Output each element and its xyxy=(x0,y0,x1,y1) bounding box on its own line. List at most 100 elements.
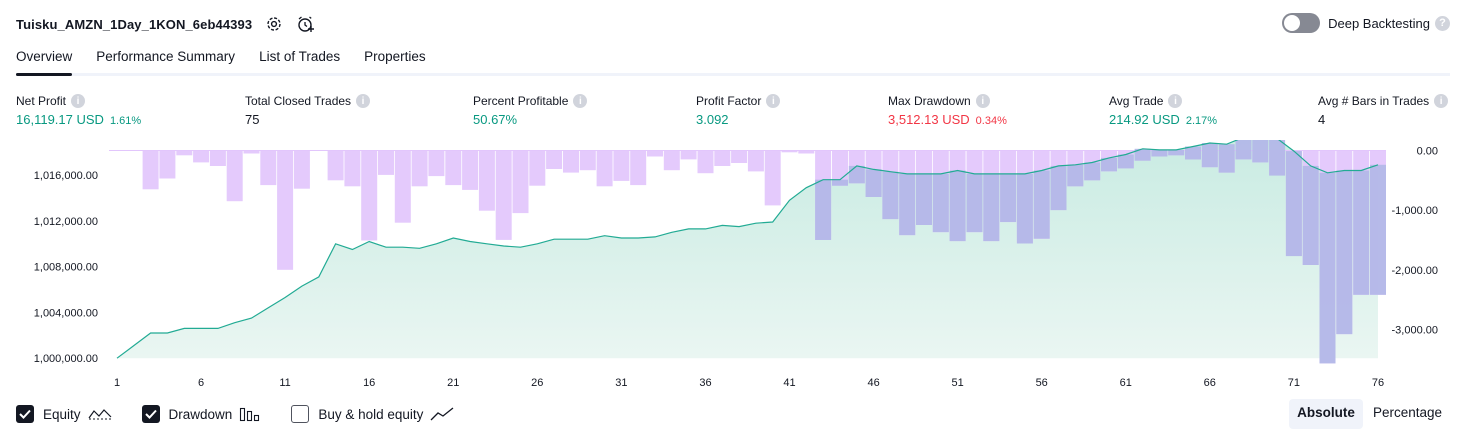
equity-checkbox[interactable] xyxy=(16,405,34,423)
drawdown-checkbox[interactable] xyxy=(141,405,160,423)
stat-label: Max Drawdown xyxy=(888,94,971,108)
drawdown-bar-overlap xyxy=(1319,172,1336,364)
info-icon[interactable]: i xyxy=(1168,94,1183,108)
drawdown-bar-overlap xyxy=(1151,149,1168,157)
equity-label: Equity xyxy=(43,406,81,422)
drawdown-bar-overlap xyxy=(1201,143,1218,168)
drawdown-bar xyxy=(563,150,579,173)
info-icon[interactable]: i xyxy=(356,94,371,108)
stat-total-closed-trades: Total Closed Trades i 75 xyxy=(245,94,371,127)
drawdown-bar xyxy=(226,150,243,202)
x-axis-tick-label: 11 xyxy=(279,377,290,389)
deep-backtesting-toggle[interactable] xyxy=(1282,13,1321,33)
right-axis-tick-label: -1,000.00 xyxy=(1392,205,1438,217)
x-axis-tick-label: 46 xyxy=(867,377,879,389)
legend-buy-hold[interactable]: Buy & hold equity xyxy=(291,405,454,423)
strategy-name: Tuisku_AMZN_1Day_1KON_6eb44393 xyxy=(16,16,253,32)
drawdown-bar xyxy=(293,150,310,189)
legend-equity[interactable]: Equity xyxy=(16,405,112,423)
x-axis-tick-label: 21 xyxy=(447,377,459,389)
info-icon[interactable]: i xyxy=(975,94,990,108)
x-axis-tick-label: 36 xyxy=(699,377,711,389)
right-axis-tick-label: -2,000.00 xyxy=(1392,265,1438,277)
drawdown-bar xyxy=(596,150,613,187)
checkmark-icon xyxy=(19,409,31,419)
drawdown-bar-overlap xyxy=(1168,149,1185,156)
x-axis-tick-label: 71 xyxy=(1288,377,1300,389)
gear-glyph xyxy=(267,17,281,31)
legend-drawdown[interactable]: Drawdown xyxy=(141,405,262,423)
right-axis-tick-label: -3,000.00 xyxy=(1392,324,1438,336)
stat-percent-profitable: Percent Profitable i 50.67% xyxy=(473,94,588,127)
drawdown-bar xyxy=(378,150,394,175)
tab-performance-summary[interactable]: Performance Summary xyxy=(96,49,236,64)
x-axis-tick-label: 16 xyxy=(363,377,375,389)
value-mode-switch: Absolute Percentage xyxy=(1287,399,1450,429)
drawdown-bar-overlap xyxy=(1235,140,1252,160)
drawdown-bar xyxy=(209,150,226,166)
x-axis-tick-label: 6 xyxy=(198,377,204,389)
drawdown-bar-overlap xyxy=(815,179,832,240)
absolute-button[interactable]: Absolute xyxy=(1289,399,1363,429)
info-icon[interactable]: i xyxy=(573,94,588,108)
drawdown-bar-overlap xyxy=(949,170,966,242)
drawdown-bar xyxy=(478,150,495,211)
stat-value: 75 xyxy=(245,112,260,127)
drawdown-bar xyxy=(260,150,277,186)
stat-value: 3,512.13 USD xyxy=(888,112,970,127)
stat-value: 50.67% xyxy=(473,112,518,127)
drawdown-bar xyxy=(680,150,697,160)
equity-drawdown-chart[interactable]: 1,000,000.00 1,004,000.00 1,008,000.00 1,01… xyxy=(0,140,1466,395)
drawdown-bar xyxy=(512,150,529,214)
drawdown-bar xyxy=(613,150,630,181)
buy-hold-checkbox[interactable] xyxy=(291,405,310,423)
stat-max-drawdown: Max Drawdown i 3,512.13 USD 0.34% xyxy=(888,94,1007,127)
drawdown-bar xyxy=(327,150,344,181)
toggle-knob xyxy=(1284,15,1301,31)
add-alert-icon[interactable] xyxy=(296,14,316,34)
percentage-button[interactable]: Percentage xyxy=(1372,405,1442,420)
tab-overview[interactable]: Overview xyxy=(16,44,73,76)
stat-label: Percent Profitable xyxy=(473,94,569,108)
x-axis-tick-label: 41 xyxy=(783,377,795,389)
drawdown-bar xyxy=(159,150,176,179)
drawdown-bar-overlap xyxy=(1000,173,1017,222)
info-icon[interactable]: i xyxy=(766,94,781,108)
stat-avg-trade: Avg Trade i 214.92 USD 2.17% xyxy=(1109,94,1217,127)
drawdown-bar xyxy=(495,150,512,240)
info-icon[interactable]: i xyxy=(71,94,86,108)
drawdown-bar xyxy=(428,150,445,177)
left-axis-tick-label: 1,016,000.00 xyxy=(34,170,98,182)
drawdown-bar-overlap xyxy=(966,173,983,233)
drawdown-bar xyxy=(394,150,411,223)
drawdown-bar xyxy=(546,150,563,169)
drawdown-bar-overlap xyxy=(932,173,949,233)
settings-icon[interactable] xyxy=(264,14,284,34)
drawdown-bar-overlap xyxy=(1218,144,1235,173)
drawdown-bar-overlap xyxy=(865,169,882,197)
x-axis-tick-label: 1 xyxy=(114,377,120,389)
axis-ticks-layer: 1,000,000.00 1,004,000.00 1,008,000.00 1,01… xyxy=(34,146,1438,390)
drawdown-bar xyxy=(798,150,815,154)
drawdown-bar xyxy=(193,150,210,163)
stat-label: Total Closed Trades xyxy=(245,94,352,108)
stat-percent: 0.34% xyxy=(975,115,1007,127)
drawdown-bar xyxy=(361,150,378,241)
drawdown-bar-overlap xyxy=(1252,140,1269,163)
drawdown-bar xyxy=(630,150,647,186)
stat-net-profit: Net Profit i 16,119.17 USD 1.61% xyxy=(16,94,141,127)
checkmark-icon xyxy=(144,409,157,419)
info-icon[interactable]: i xyxy=(1434,94,1449,108)
drawdown-bar xyxy=(697,150,714,174)
help-icon[interactable]: ? xyxy=(1435,15,1450,31)
drawdown-bar-overlap xyxy=(1285,151,1302,257)
tab-list-of-trades[interactable]: List of Trades xyxy=(259,49,341,64)
drawdown-bars-layer xyxy=(109,140,1386,364)
drawdown-bar xyxy=(781,150,798,153)
drawdown-bar-overlap xyxy=(1185,146,1201,160)
strategy-header: Tuisku_AMZN_1Day_1KON_6eb44393 xyxy=(16,12,316,36)
drawdown-bar xyxy=(462,150,479,190)
stat-label: Net Profit xyxy=(16,94,67,108)
drawdown-bar-overlap xyxy=(1269,140,1286,176)
tab-properties[interactable]: Properties xyxy=(364,49,426,64)
